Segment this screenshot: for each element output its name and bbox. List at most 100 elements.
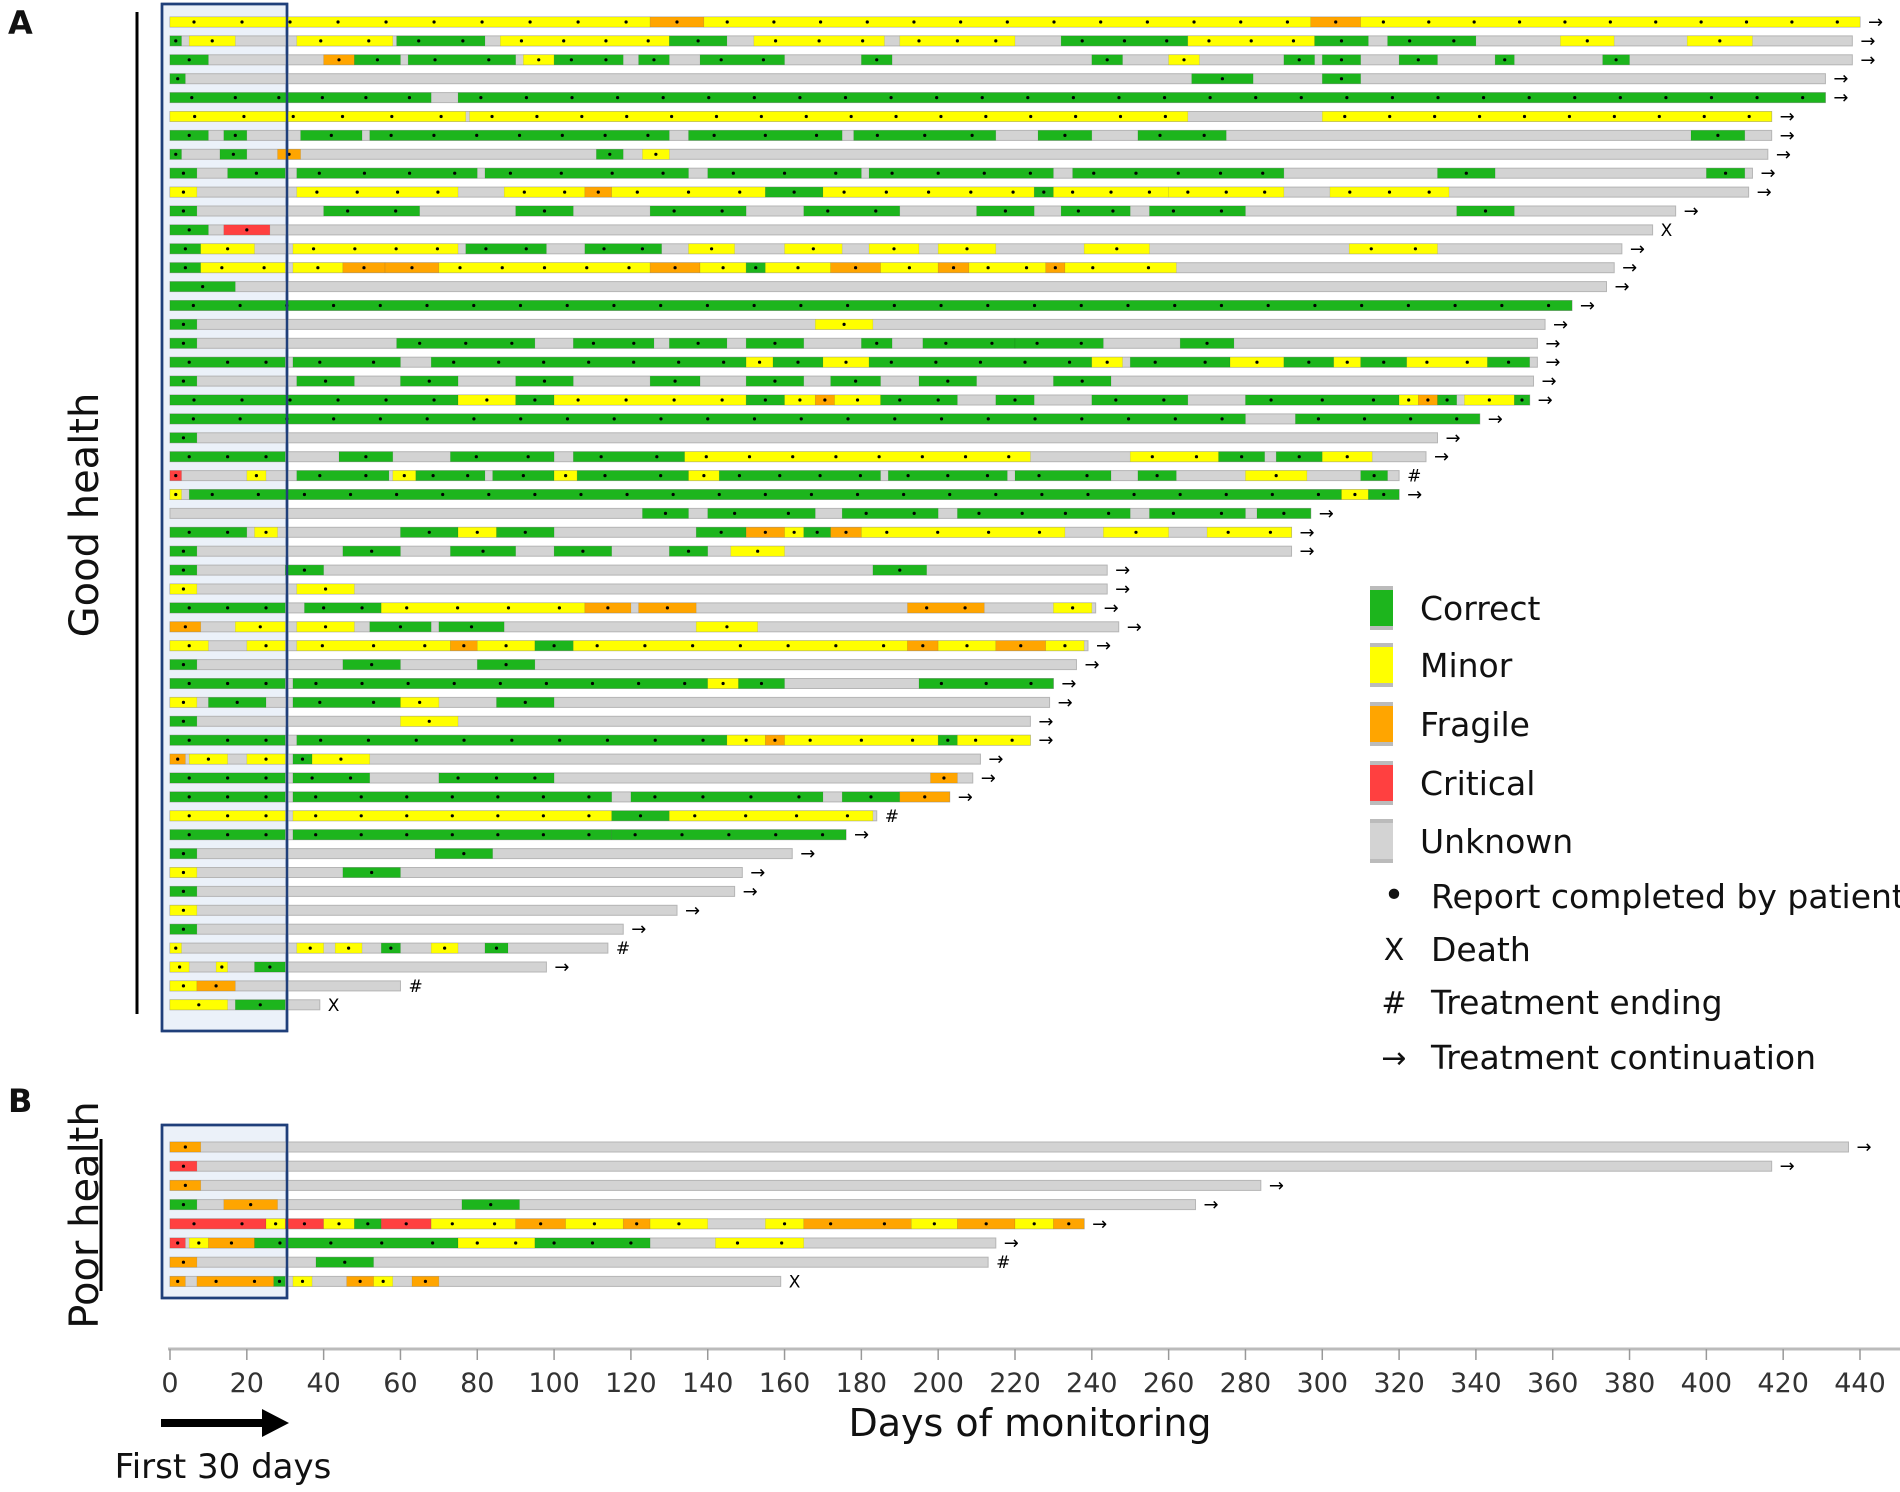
report-dot — [1573, 96, 1577, 100]
report-dot — [417, 39, 421, 43]
unknown-bar — [169, 281, 1607, 293]
report-dot — [599, 455, 603, 459]
report-dot — [332, 417, 336, 421]
report-dot — [1353, 492, 1357, 497]
report-dot — [773, 379, 777, 383]
fragile-segment — [803, 1218, 912, 1230]
report-dot — [235, 700, 239, 705]
arrow-marker: → — [1204, 1195, 1219, 1216]
report-dot — [1111, 209, 1115, 213]
patient-row: → — [169, 239, 1645, 260]
correct-segment — [396, 35, 486, 47]
report-dot — [542, 360, 546, 364]
report-dot — [946, 474, 950, 478]
report-dot — [229, 1241, 234, 1245]
report-dot — [898, 568, 902, 572]
patient-row: → — [169, 69, 1849, 90]
report-dot — [653, 738, 657, 742]
arrow-marker: → — [854, 825, 869, 846]
report-dot — [1477, 114, 1482, 119]
report-dot — [264, 530, 268, 534]
patient-row: → — [169, 957, 570, 978]
report-dot — [264, 776, 268, 780]
report-dot — [506, 606, 511, 610]
patient-row: → — [169, 863, 765, 884]
report-dot — [794, 814, 799, 818]
report-dot — [510, 341, 514, 345]
patient-row: → — [169, 844, 815, 865]
report-dot — [1263, 190, 1267, 194]
report-dot — [1320, 398, 1324, 402]
report-dot — [314, 814, 318, 818]
report-dot — [1382, 360, 1386, 364]
report-dot — [302, 1222, 307, 1226]
report-dot — [233, 96, 237, 100]
report-dot — [187, 795, 191, 799]
patient-row: → — [169, 881, 758, 902]
report-dot — [226, 681, 230, 686]
report-dot — [481, 549, 485, 553]
report-dot — [603, 474, 607, 478]
report-dot — [936, 398, 940, 402]
report-dot — [974, 738, 978, 742]
report-dot — [1013, 398, 1017, 402]
arrow-marker: → — [1104, 598, 1119, 619]
report-dot — [398, 625, 403, 629]
report-dot — [462, 738, 466, 742]
report-dot — [725, 20, 729, 24]
report-dot — [970, 133, 974, 137]
report-dot — [277, 96, 281, 100]
report-dot — [472, 417, 476, 421]
report-dot — [1117, 96, 1121, 100]
report-dot — [1334, 20, 1338, 24]
report-dot — [480, 20, 484, 24]
report-dot — [955, 39, 959, 43]
report-dot — [364, 96, 368, 100]
report-dot — [1503, 58, 1507, 62]
report-dot — [1079, 341, 1083, 345]
report-dot — [418, 341, 422, 345]
correct-segment — [880, 394, 958, 406]
report-dot — [1291, 39, 1296, 43]
report-dot — [343, 1260, 347, 1264]
report-dot — [763, 398, 767, 402]
report-dot — [181, 549, 186, 553]
patient-row: → — [169, 485, 1422, 506]
arrow-marker: → — [1545, 333, 1560, 354]
report-dot — [519, 417, 523, 421]
report-dot — [1285, 20, 1290, 24]
report-dot — [986, 266, 990, 270]
patient-row: → — [169, 503, 1334, 524]
report-dot — [615, 96, 620, 100]
report-dot — [1115, 247, 1119, 251]
report-dot — [1299, 96, 1303, 100]
report-dot — [405, 814, 409, 818]
report-dot — [541, 833, 545, 837]
report-dot — [984, 1222, 988, 1226]
arrow-marker: → — [1300, 541, 1315, 562]
legend-label: Minor — [1420, 646, 1513, 685]
report-dot — [1345, 455, 1349, 459]
minor-segment — [553, 394, 747, 406]
report-dot — [346, 209, 350, 213]
report-dot — [731, 171, 735, 175]
report-dot — [603, 133, 607, 137]
report-dot — [238, 417, 242, 421]
report-dot — [1371, 398, 1376, 402]
report-dot — [865, 20, 869, 24]
legend-swatch-fill — [1370, 647, 1393, 683]
patient-row: # — [169, 1253, 1010, 1273]
patient-row: X — [169, 1272, 801, 1292]
report-dot — [187, 644, 191, 648]
report-dot — [1744, 20, 1749, 24]
report-dot — [576, 20, 580, 24]
report-dot — [504, 663, 508, 667]
report-dot — [518, 303, 523, 308]
report-dot — [487, 58, 491, 62]
minor-segment — [430, 1218, 516, 1230]
unknown-bar — [169, 923, 624, 935]
report-dot — [596, 190, 600, 194]
unknown-bar — [169, 1141, 1849, 1153]
report-dot — [763, 133, 767, 137]
unknown-bar — [169, 1160, 1773, 1172]
